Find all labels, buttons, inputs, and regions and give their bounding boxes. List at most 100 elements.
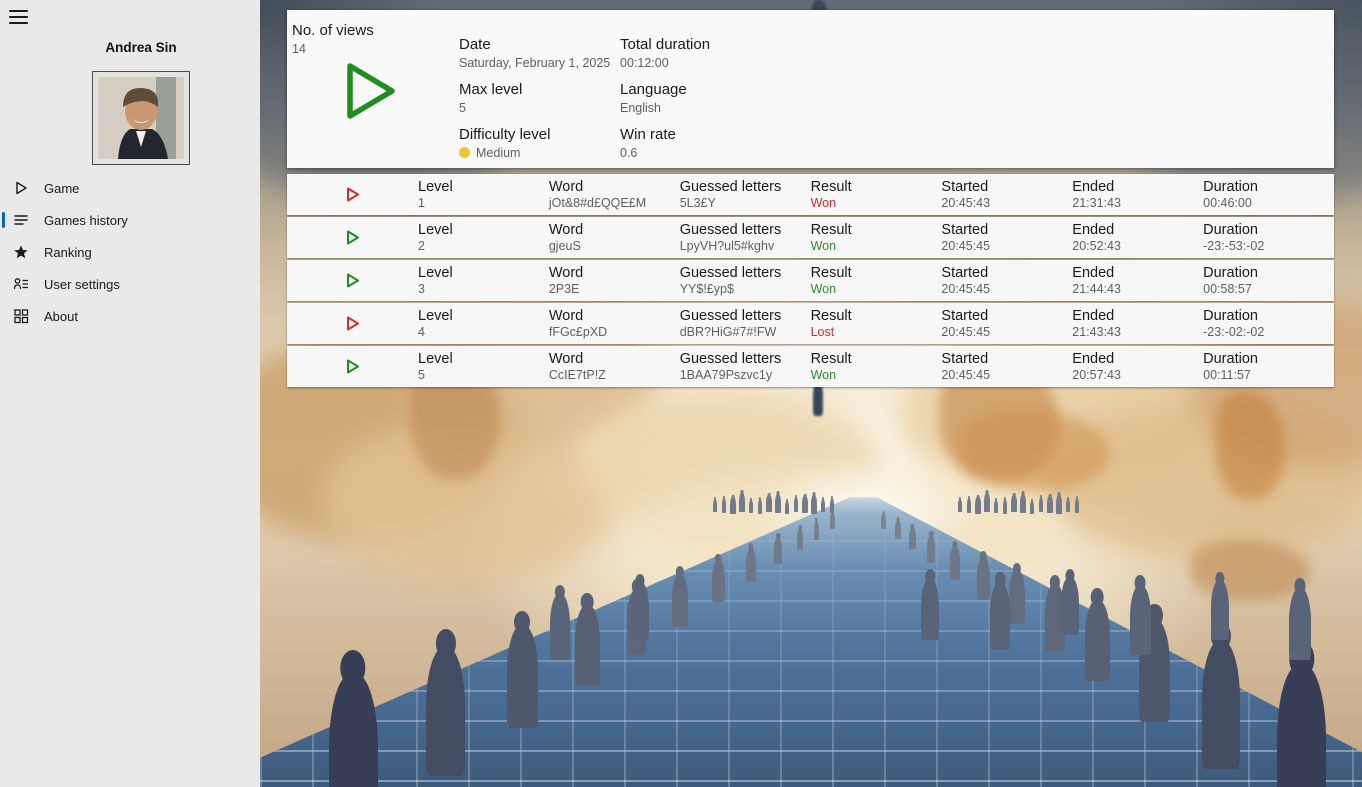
cell-started: Started 20:45:43 bbox=[941, 179, 1072, 211]
play-icon bbox=[347, 230, 359, 245]
replay-game-button[interactable] bbox=[287, 229, 418, 246]
cell-value: 20:52:43 bbox=[1072, 238, 1121, 253]
cell-value: 00:11:57 bbox=[1203, 367, 1251, 382]
figure-silhouette bbox=[920, 578, 940, 640]
figure-silhouette bbox=[830, 513, 836, 530]
cell-header: Ended bbox=[1072, 350, 1115, 367]
play-icon bbox=[16, 181, 27, 195]
cell-duration: Duration 00:58:57 bbox=[1203, 265, 1334, 297]
figure-silhouette bbox=[1002, 499, 1008, 514]
cell-value: fFGc£pXD bbox=[548, 324, 608, 339]
cell-word: Word jOt&8#d£QQE£M bbox=[549, 179, 680, 211]
figure-silhouette bbox=[1047, 496, 1053, 513]
sidebar-item-user-settings[interactable]: User settings bbox=[0, 268, 260, 300]
replay-game-button[interactable] bbox=[287, 186, 418, 203]
replay-game-button[interactable] bbox=[287, 315, 418, 332]
cell-header: Word bbox=[548, 350, 584, 367]
cell-ended: Ended 20:57:43 bbox=[1072, 351, 1203, 383]
cell-value: 21:44:43 bbox=[1072, 281, 1121, 296]
views-label: No. of views bbox=[292, 22, 374, 39]
views-value: 14 bbox=[292, 42, 306, 56]
summary-fields: Date Saturday, February 1, 2025 Max leve… bbox=[459, 36, 840, 171]
cell-guessed: Guessed letters dBR?HiG#7#!FW bbox=[680, 308, 811, 340]
cell-value: LpyVH?ul5#kghv bbox=[679, 238, 775, 253]
cell-result: Result Lost bbox=[811, 308, 942, 340]
cell-value: -23:-53:-02 bbox=[1203, 238, 1265, 253]
cell-level: Level 2 bbox=[418, 222, 549, 254]
cell-guessed: Guessed letters LpyVH?ul5#kghv bbox=[680, 222, 811, 254]
replay-game-button[interactable] bbox=[287, 272, 418, 289]
figure-silhouette bbox=[713, 499, 717, 512]
cell-value: 21:31:43 bbox=[1072, 195, 1121, 210]
figure-silhouette bbox=[506, 624, 538, 728]
cell-header: Ended bbox=[1072, 178, 1115, 195]
sidebar-item-ranking[interactable]: Ranking bbox=[0, 236, 260, 268]
sidebar-item-label: User settings bbox=[44, 276, 120, 292]
cell-ended: Ended 21:43:43 bbox=[1072, 308, 1203, 340]
cell-value: 2P3E bbox=[548, 281, 580, 296]
cell-value: 20:45:45 bbox=[941, 238, 991, 253]
play-icon bbox=[347, 273, 359, 288]
figure-silhouette bbox=[1129, 585, 1151, 655]
field-date: Date Saturday, February 1, 2025 bbox=[459, 36, 611, 70]
cell-duration: Duration -23:-53:-02 bbox=[1203, 222, 1334, 254]
cell-started: Started 20:45:45 bbox=[941, 351, 1072, 383]
user-name: Andrea Sin bbox=[105, 40, 177, 55]
figure-silhouette bbox=[1201, 639, 1241, 769]
cell-result: Result Won bbox=[811, 179, 942, 211]
replay-game-button[interactable] bbox=[287, 358, 418, 375]
cell-header: Guessed letters bbox=[679, 264, 782, 281]
cell-header: Word bbox=[548, 307, 584, 324]
cell-word: Word 2P3E bbox=[549, 265, 680, 297]
hamburger-menu-icon[interactable] bbox=[9, 10, 28, 25]
cell-level: Level 3 bbox=[418, 265, 549, 297]
figure-silhouette bbox=[328, 672, 378, 787]
cell-value: 20:45:45 bbox=[941, 324, 991, 339]
cell-value: -23:-02:-02 bbox=[1203, 324, 1265, 339]
sidebar-item-game[interactable]: Game bbox=[0, 172, 260, 204]
scene-shape bbox=[1215, 390, 1285, 500]
figure-silhouette bbox=[730, 497, 736, 514]
figure-silhouette bbox=[739, 493, 745, 512]
cell-header: Started bbox=[941, 350, 989, 367]
sidebar-item-games-history[interactable]: Games history bbox=[0, 204, 260, 236]
cell-value: 4 bbox=[418, 324, 425, 339]
figure-silhouette bbox=[785, 501, 789, 514]
cell-value: Won bbox=[810, 367, 837, 382]
play-icon bbox=[347, 316, 359, 331]
figure-silhouette bbox=[711, 559, 725, 603]
replay-all-button[interactable] bbox=[342, 60, 400, 122]
figure-silhouette bbox=[672, 573, 689, 627]
figure-silhouette bbox=[1277, 663, 1327, 787]
figure-silhouette bbox=[989, 582, 1011, 650]
cell-header: Level bbox=[418, 221, 453, 238]
figure-silhouette bbox=[1020, 494, 1026, 513]
cell-value: 5L3£Y bbox=[679, 195, 716, 210]
avatar-photo bbox=[98, 77, 184, 159]
figure-silhouette bbox=[984, 493, 990, 512]
figure-silhouette bbox=[775, 494, 781, 513]
cell-value: Won bbox=[810, 195, 837, 210]
sidebar-nav: Game Games history Ranking bbox=[0, 172, 260, 332]
figure-silhouette bbox=[908, 526, 916, 550]
cell-word: Word gjeuS bbox=[549, 222, 680, 254]
figure-silhouette bbox=[426, 647, 466, 777]
cell-started: Started 20:45:45 bbox=[941, 308, 1072, 340]
cell-result: Result Won bbox=[811, 265, 942, 297]
cell-header: Level bbox=[418, 350, 453, 367]
cell-header: Level bbox=[418, 307, 453, 324]
cell-header: Result bbox=[810, 350, 852, 367]
figure-silhouette bbox=[1056, 495, 1062, 514]
figure-silhouette bbox=[550, 594, 570, 660]
views-block: No. of views 14 bbox=[292, 22, 374, 56]
sidebar-item-label: Ranking bbox=[44, 244, 92, 260]
cell-header: Started bbox=[941, 264, 989, 281]
grid-icon bbox=[14, 309, 29, 324]
sidebar-item-about[interactable]: About bbox=[0, 300, 260, 332]
figure-silhouette bbox=[793, 497, 799, 512]
cell-level: Level 5 bbox=[418, 351, 549, 383]
cell-value: Lost bbox=[810, 324, 835, 339]
cell-ended: Ended 21:31:43 bbox=[1072, 179, 1203, 211]
figure-silhouette bbox=[766, 495, 772, 512]
scene-shape bbox=[1190, 540, 1310, 600]
